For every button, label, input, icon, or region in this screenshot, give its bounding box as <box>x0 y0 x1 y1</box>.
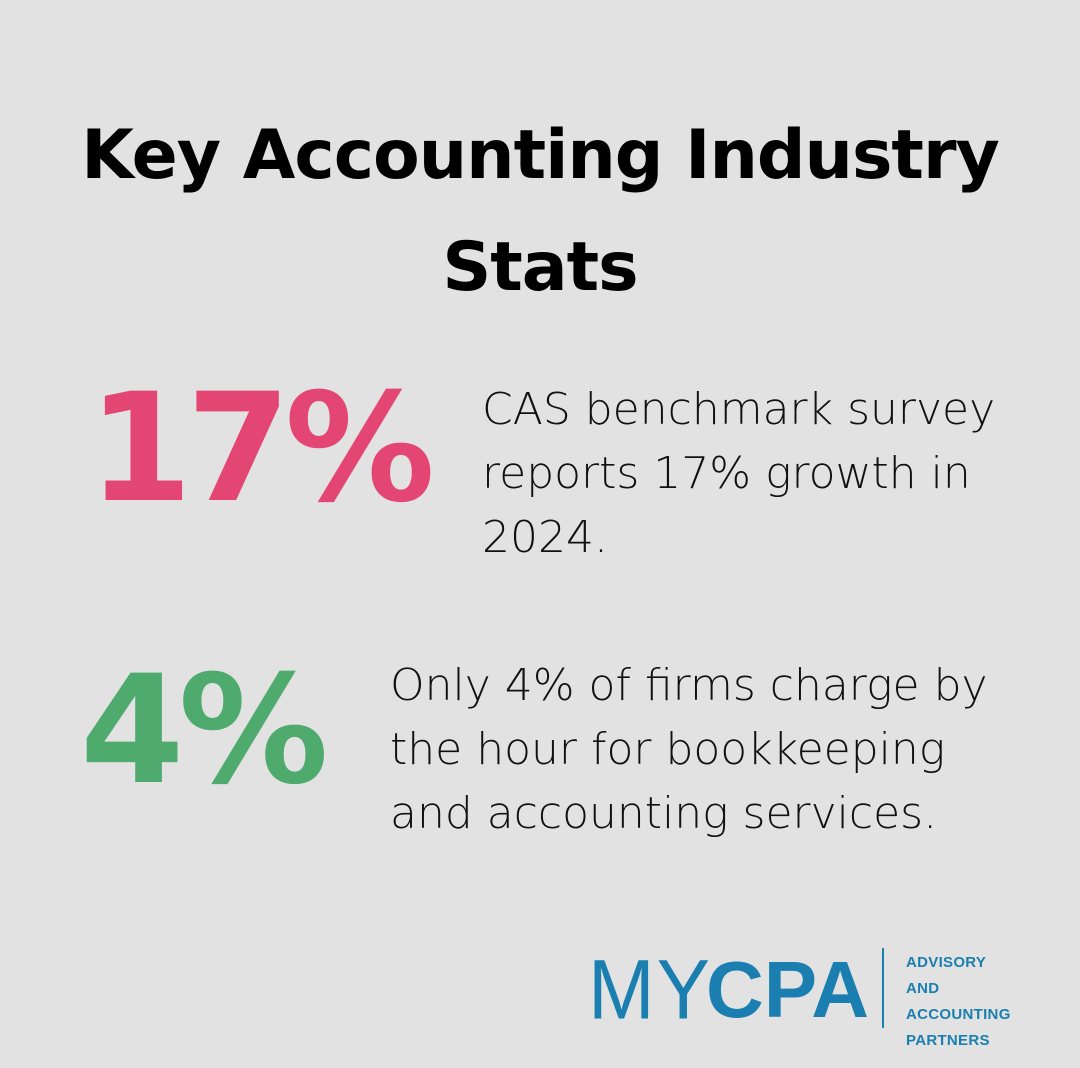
stat-line: and accounting services. <box>390 788 938 839</box>
stat-line: 2024. <box>482 512 608 563</box>
logo-brand-light: MY <box>588 942 712 1037</box>
page-title: Key Accounting Industry Stats <box>81 116 1000 307</box>
stat-4-percent-description: Only 4% of firms charge by the hour for … <box>390 654 1030 846</box>
stat-line: CAS benchmark survey <box>482 384 996 435</box>
stat-4-percent-value: 4% <box>80 644 329 818</box>
logo-brand-bold: CPA <box>706 945 869 1034</box>
logo-tagline: ADVISORY AND ACCOUNTING PARTNERS <box>906 950 1011 1054</box>
stat-line: the hour for bookkeeping <box>390 724 946 775</box>
stat-line: reports 17% growth in <box>482 448 971 499</box>
tagline-line: PARTNERS <box>906 1032 990 1049</box>
stat-17-percent-value: 17% <box>88 362 435 536</box>
tagline-line: ADVISORY AND <box>906 954 986 997</box>
tagline-line: ACCOUNTING <box>906 1006 1011 1023</box>
logo-divider <box>882 948 884 1028</box>
stat-17-percent-description: CAS benchmark survey reports 17% growth … <box>482 378 1022 570</box>
stat-line: Only 4% of firms charge by <box>390 660 988 711</box>
